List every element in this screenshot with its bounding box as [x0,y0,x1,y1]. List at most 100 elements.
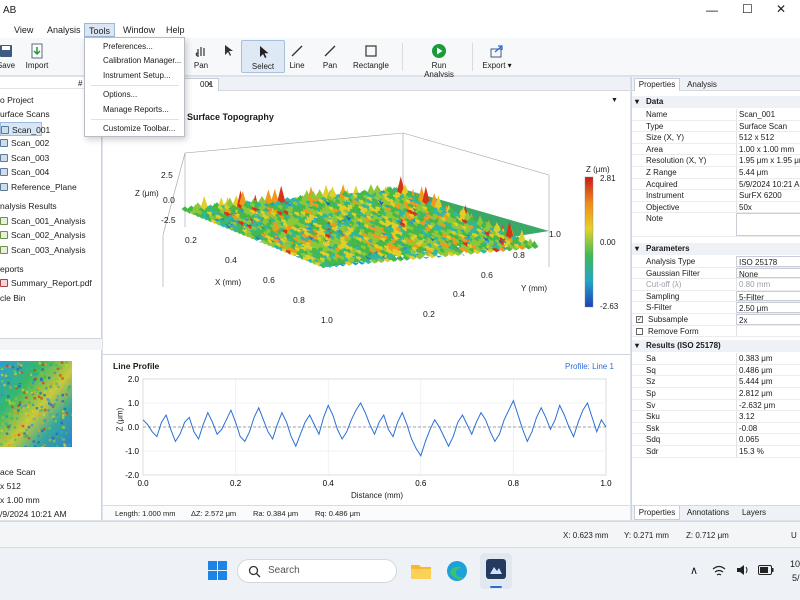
param-row[interactable]: Remove Form [632,325,800,338]
file-explorer-icon[interactable] [410,561,432,581]
line-button[interactable]: Line [275,40,319,73]
export-button[interactable]: Export ▾ [476,40,518,73]
result-row[interactable]: Sdr 15.3 % [632,446,800,458]
data-value[interactable]: 5.44 μm [736,167,800,178]
result-value[interactable]: 0.383 μm [736,353,800,364]
data-row[interactable]: Acquired 5/9/2024 10:21 AM [632,178,800,191]
data-row[interactable]: Size (X, Y) 512 x 512 [632,132,800,144]
param-value[interactable]: 0.80 mm [736,279,800,290]
data-row[interactable]: Instrument SurFX 6200 [632,190,800,202]
topography-plot[interactable] [103,117,630,357]
result-value[interactable]: 2.812 μm [736,388,800,399]
menu-item-instrument-setup[interactable]: Instrument Setup... [103,71,171,80]
param-value[interactable]: 5-Filter [736,290,800,302]
run-analysis-button[interactable]: Run Analysis [416,40,462,79]
param-value[interactable]: None [736,267,800,279]
pan-button[interactable]: Pan [179,40,223,73]
tree-recycle-bin[interactable]: cle Bin [0,293,26,303]
data-row[interactable]: Note [632,213,800,238]
data-value[interactable]: 50x [736,201,800,213]
menu-item-preferences[interactable]: Preferences... [103,42,153,51]
select-button[interactable]: Select [241,40,285,73]
result-value[interactable]: 3.12 [736,411,800,422]
volume-icon[interactable] [736,564,750,576]
tree-analysis-results[interactable]: nalysis Results [0,201,57,211]
result-value[interactable]: 15.3 % [736,446,800,457]
bottom-tab-layers[interactable]: Layers [741,508,766,517]
result-value[interactable]: 0.065 [736,434,800,445]
checkbox[interactable]: ✓ [636,316,643,323]
param-value[interactable]: ISO 25178 [736,256,800,267]
menu-item-manage-reports[interactable]: Manage Reports... [103,105,169,114]
result-row[interactable]: Sa 0.383 μm [632,353,800,365]
data-row[interactable]: Name Scan_001 [632,109,800,121]
wifi-icon[interactable] [712,565,726,577]
import-button[interactable]: Import [15,40,59,73]
data-row[interactable]: Resolution (X, Y) 1.95 μm x 1.95 μm [632,155,800,167]
result-value[interactable]: 0.486 μm [736,364,800,376]
menu-item-customize-toolbar[interactable]: Customize Toolbar... [103,124,176,133]
pointer-tool-button[interactable] [207,40,251,73]
profile-chart[interactable]: 2.01.00.0-1.0-2.00.0 0.2 0.4 0.6 0.8 1.0 [103,371,630,505]
param-row[interactable]: Gaussian Filter None [632,267,800,280]
param-row[interactable]: Sampling 5-Filter [632,290,800,303]
result-value[interactable]: 5.444 μm [736,376,800,387]
tree-analysis-3[interactable]: Scan_003_Analysis [0,243,86,257]
rectangle-button[interactable]: Rectangle [349,40,393,73]
result-row[interactable]: Sdq 0.065 [632,434,800,446]
menu-tools[interactable]: Tools [84,23,116,37]
result-row[interactable]: Sku 3.12 [632,411,800,423]
data-value[interactable]: SurFX 6200 [736,190,800,201]
tree-reference-plane[interactable]: Reference_Plane [0,180,77,194]
section-parameters[interactable]: Parameters ▾ [632,243,800,255]
data-value[interactable]: Scan_001 [736,109,800,120]
close-window-icon[interactable]: ✕ [776,2,787,16]
pan-line-button[interactable]: Pan [308,40,352,73]
data-row[interactable]: Objective 50x [632,201,800,214]
edge-browser-icon[interactable] [446,560,468,582]
chevron-down-icon[interactable]: ▼ [611,97,618,104]
data-value[interactable]: 5/9/2024 10:21 AM [736,178,800,190]
data-value[interactable]: 1.00 x 1.00 mm [736,143,800,155]
result-value[interactable]: -0.08 [736,422,800,434]
data-row[interactable]: Type Surface Scan [632,120,800,133]
tree-project[interactable]: o Project [0,95,34,105]
taskbar-search[interactable]: Search [237,559,397,583]
windows-start-icon[interactable] [208,561,228,581]
tree-analysis-2[interactable]: Scan_002_Analysis [0,228,86,242]
result-row[interactable]: Ssk -0.08 [632,422,800,435]
result-value[interactable]: -2.632 μm [736,399,800,411]
splitter[interactable] [103,354,630,355]
result-row[interactable]: Sp 2.812 μm [632,388,800,400]
menu-view[interactable]: View [14,25,34,35]
data-row[interactable]: Area 1.00 x 1.00 mm [632,143,800,156]
tab-analysis[interactable]: Analysis [687,80,717,89]
param-row[interactable]: ✓ Subsample 2x [632,314,800,326]
data-value[interactable] [736,213,800,237]
menu-help[interactable]: Help [166,25,185,35]
data-value[interactable]: 1.95 μm x 1.95 μm [736,155,800,166]
param-value[interactable] [736,325,800,337]
param-row[interactable]: Cut-off (λ) 0.80 mm [632,279,800,291]
tree-analysis-1[interactable]: Scan_001_Analysis [0,214,86,228]
profile-link[interactable]: Profile: Line 1 [565,362,614,371]
minimize-icon[interactable]: — [706,3,718,17]
tree-scan-002[interactable]: Scan_002 [0,136,49,150]
save-button[interactable]: Save [0,40,28,73]
close-tab-icon[interactable]: × [207,79,213,89]
param-row[interactable]: Analysis Type ISO 25178 [632,256,800,268]
checkbox[interactable] [636,327,643,335]
result-row[interactable]: Sz 5.444 μm [632,376,800,388]
result-row[interactable]: Sv -2.632 μm [632,399,800,412]
tree-surface-scans[interactable]: urface Scans [0,109,50,119]
menu-item-options[interactable]: Options... [103,90,138,99]
tree-reports[interactable]: eports [0,264,24,274]
tree-summary-report[interactable]: Summary_Report.pdf [0,276,92,290]
maximize-icon[interactable]: ☐ [742,2,753,16]
param-value[interactable]: 2x [736,314,800,325]
menu-analysis[interactable]: Analysis [47,25,81,35]
document-tab[interactable]: 001 [179,78,219,91]
menu-window[interactable]: Window [123,25,156,35]
section-data[interactable]: Data ▾ [632,96,800,108]
data-row[interactable]: Z Range 5.44 μm [632,167,800,179]
